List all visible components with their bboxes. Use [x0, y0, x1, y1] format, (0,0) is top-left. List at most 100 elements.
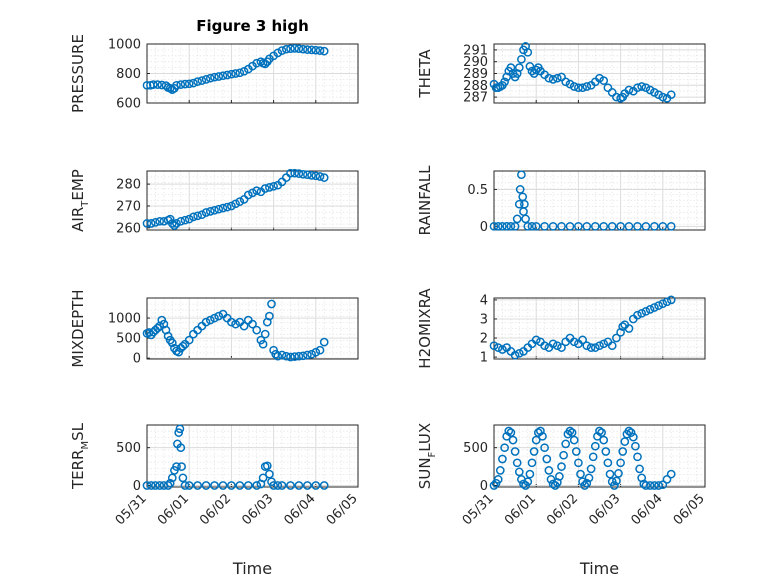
data-point [662, 475, 672, 484]
data-point [311, 347, 321, 357]
axes-frame [493, 297, 706, 360]
data-point [603, 83, 613, 93]
data-point [222, 202, 232, 212]
panel-1: 600 800 1000 PRESSURE Figure 3 high [69, 17, 359, 113]
data-point [557, 72, 566, 82]
data-point [193, 481, 202, 490]
data-point [538, 431, 547, 441]
data-point [201, 75, 211, 84]
data-point [599, 76, 609, 85]
x-tick-label: 05/31 [113, 491, 150, 528]
x-tick-label: 05/31 [460, 491, 497, 528]
data-point [214, 72, 224, 81]
data-point [172, 80, 181, 90]
data-point [189, 78, 198, 88]
data-point [552, 341, 562, 351]
data-point [654, 481, 663, 490]
data-point [294, 44, 304, 54]
y-tick-label: 291 [463, 43, 488, 58]
data-point [557, 343, 566, 352]
data-point [218, 481, 228, 490]
data-point [178, 341, 188, 351]
data-point [210, 72, 219, 82]
panel-6: 1 2 3 4 H2OMIXRA [416, 288, 706, 369]
y-tick-label: 3 [480, 312, 488, 327]
data-point [527, 221, 537, 231]
data-point [235, 68, 245, 78]
x-tick-label: 06/01 [502, 491, 539, 528]
data-point [142, 80, 152, 90]
data-point [586, 343, 596, 352]
data-point [514, 348, 524, 358]
data-point [235, 197, 245, 206]
data-point [506, 428, 516, 437]
panel-7: 0 500 TERRMSL 05/31 06/01 06/02 06/03 06/04 06/0… [69, 422, 361, 578]
data-point [307, 171, 316, 180]
data-point [155, 216, 165, 226]
x-tick-label: 06/04 [629, 491, 666, 528]
data-point [559, 450, 568, 460]
data-point [523, 477, 533, 487]
data-point [599, 435, 609, 445]
data-point [286, 352, 295, 362]
data-point [197, 76, 207, 85]
data-point [193, 211, 202, 221]
data-point [319, 46, 329, 56]
data-point [633, 221, 642, 231]
data-point [531, 435, 541, 445]
data-point [227, 69, 236, 79]
data-point [303, 170, 312, 180]
data-point [590, 221, 600, 231]
data-point [167, 338, 177, 348]
data-point [172, 462, 181, 471]
data-point [298, 351, 308, 361]
data-point [519, 479, 528, 489]
data-point [650, 88, 659, 97]
data-point [603, 458, 613, 468]
data-point [294, 481, 304, 490]
data-point [273, 481, 283, 490]
data-point [569, 337, 579, 347]
data-point [252, 325, 262, 335]
data-point [510, 447, 520, 456]
data-point [548, 339, 558, 349]
data-point [531, 221, 541, 231]
data-point [201, 317, 211, 327]
y-axis-label: SUNFLUX [416, 423, 438, 489]
data-point [315, 46, 325, 55]
data-point [633, 83, 642, 93]
data-point [654, 90, 663, 100]
y-tick-label: 1000 [108, 38, 141, 53]
data-point [184, 481, 194, 490]
data-point [607, 341, 617, 351]
data-point [174, 428, 184, 437]
data-point [531, 65, 541, 75]
y-tick-label: 500 [116, 332, 141, 347]
data-point [258, 473, 268, 483]
x-axis-label: Time [579, 559, 619, 578]
y-tick-label: 600 [116, 97, 141, 112]
data-point [525, 469, 535, 479]
panel-3: 260 270 280 AIRTEMP [69, 168, 359, 236]
y-tick-label: 288 [463, 79, 488, 94]
data-point [153, 80, 162, 89]
data-point [290, 44, 300, 53]
data-point [273, 351, 283, 361]
data-point [170, 221, 179, 230]
data-point [311, 481, 321, 490]
data-point [582, 82, 592, 91]
data-point [595, 426, 604, 436]
data-point [544, 466, 554, 475]
axes-frame [146, 43, 359, 104]
data-point [582, 341, 592, 351]
data-point [184, 79, 194, 89]
data-point [565, 426, 575, 436]
data-point [189, 212, 198, 222]
data-point [260, 59, 270, 69]
data-point [311, 171, 321, 181]
data-point [201, 481, 211, 490]
data-point [612, 476, 621, 486]
data-point [205, 207, 215, 216]
